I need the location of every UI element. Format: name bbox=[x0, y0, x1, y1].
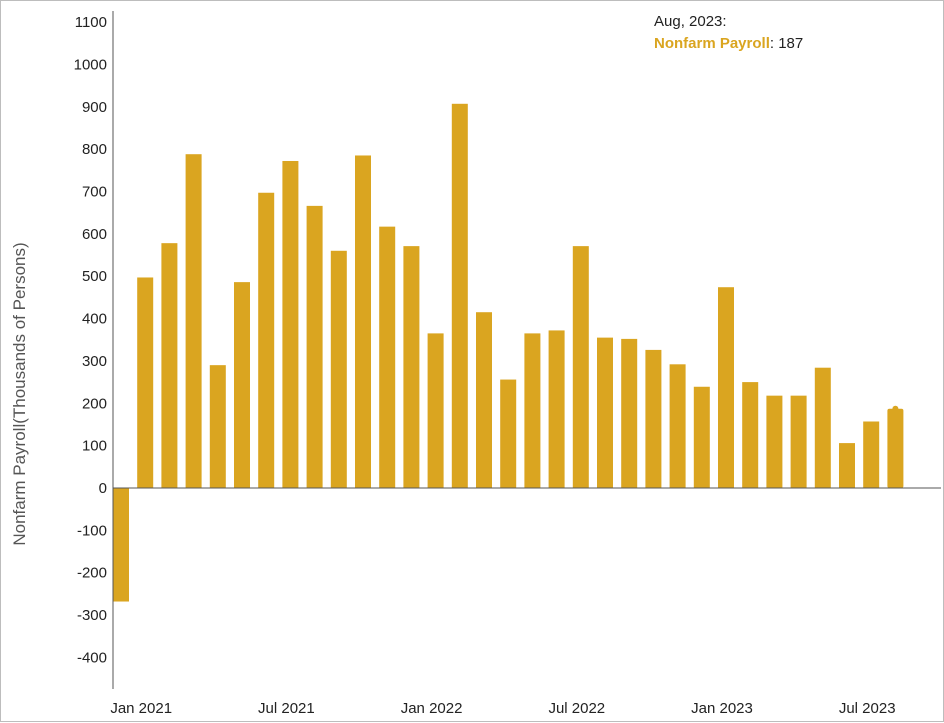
y-axis-label: Nonfarm Payroll(Thousands of Persons) bbox=[10, 242, 29, 545]
y-tick-label: -400 bbox=[77, 649, 107, 666]
bar[interactable] bbox=[718, 287, 734, 488]
x-tick-label: Jan 2023 bbox=[691, 700, 753, 717]
bar[interactable] bbox=[548, 330, 565, 488]
bar[interactable] bbox=[524, 333, 541, 488]
bar[interactable] bbox=[693, 386, 710, 488]
y-tick-label: -100 bbox=[77, 522, 107, 539]
bar[interactable] bbox=[427, 333, 444, 488]
bar[interactable] bbox=[814, 367, 831, 488]
tooltip-date: Aug, 2023: bbox=[654, 13, 727, 30]
bar[interactable] bbox=[306, 205, 323, 489]
bar[interactable] bbox=[282, 160, 299, 488]
hover-tooltip: Aug, 2023: Nonfarm Payroll: 187 bbox=[654, 11, 803, 55]
y-tick-label: 0 bbox=[99, 480, 107, 497]
y-tick-label: 1000 bbox=[74, 56, 107, 73]
y-tick-label: 600 bbox=[82, 226, 107, 243]
y-axis-ticks: 110010009008007006005004003002001000-100… bbox=[74, 14, 107, 666]
bar[interactable] bbox=[185, 154, 202, 489]
tooltip-separator: : bbox=[769, 35, 779, 52]
bar[interactable] bbox=[500, 379, 517, 488]
y-tick-label: 300 bbox=[82, 353, 107, 370]
bar[interactable] bbox=[379, 226, 396, 488]
y-tick-label: 100 bbox=[82, 438, 107, 455]
bar[interactable] bbox=[161, 243, 178, 488]
bar[interactable] bbox=[621, 338, 638, 488]
bar[interactable] bbox=[209, 365, 226, 488]
hover-marker bbox=[892, 405, 899, 412]
bar[interactable] bbox=[669, 364, 686, 488]
x-tick-label: Jan 2022 bbox=[401, 700, 463, 717]
y-tick-label: 900 bbox=[82, 99, 107, 116]
bar[interactable] bbox=[137, 277, 154, 488]
bar[interactable] bbox=[839, 443, 855, 488]
y-tick-label: 700 bbox=[82, 183, 107, 200]
bar[interactable] bbox=[742, 382, 759, 488]
bar-series[interactable] bbox=[113, 103, 904, 602]
bar[interactable] bbox=[113, 488, 129, 602]
bar[interactable] bbox=[790, 395, 807, 488]
x-tick-label: Jul 2022 bbox=[548, 700, 605, 717]
y-tick-label: -200 bbox=[77, 565, 107, 582]
y-tick-label: 800 bbox=[82, 141, 107, 158]
bar[interactable] bbox=[645, 349, 662, 488]
y-tick-label: 400 bbox=[82, 311, 107, 328]
bar[interactable] bbox=[863, 421, 880, 488]
bar[interactable] bbox=[887, 408, 904, 488]
bar[interactable] bbox=[330, 250, 347, 488]
tooltip-series-row: Nonfarm Payroll: 187 bbox=[654, 33, 803, 55]
bar[interactable] bbox=[258, 192, 275, 488]
bar[interactable] bbox=[451, 103, 468, 488]
bar[interactable] bbox=[597, 337, 613, 488]
x-tick-label: Jan 2021 bbox=[110, 700, 172, 717]
x-tick-label: Jul 2021 bbox=[258, 700, 315, 717]
tooltip-value: 187 bbox=[778, 35, 804, 52]
x-axis-ticks: Jan 2021 Jul 2021 Jan 2022 Jul 2022 Jan 2023… bbox=[110, 700, 895, 717]
tooltip-series-name: Nonfarm Payroll bbox=[654, 35, 770, 52]
bar[interactable] bbox=[403, 246, 420, 488]
bar[interactable] bbox=[234, 282, 250, 488]
y-tick-label: 500 bbox=[82, 268, 107, 285]
y-tick-label: 200 bbox=[82, 395, 107, 412]
y-tick-label: -300 bbox=[77, 607, 107, 624]
y-tick-label: 1100 bbox=[75, 14, 107, 31]
bar[interactable] bbox=[766, 395, 783, 488]
x-tick-label: Jul 2023 bbox=[839, 700, 896, 717]
bar[interactable] bbox=[355, 155, 371, 488]
bar[interactable] bbox=[572, 246, 589, 488]
bar[interactable] bbox=[476, 312, 492, 488]
